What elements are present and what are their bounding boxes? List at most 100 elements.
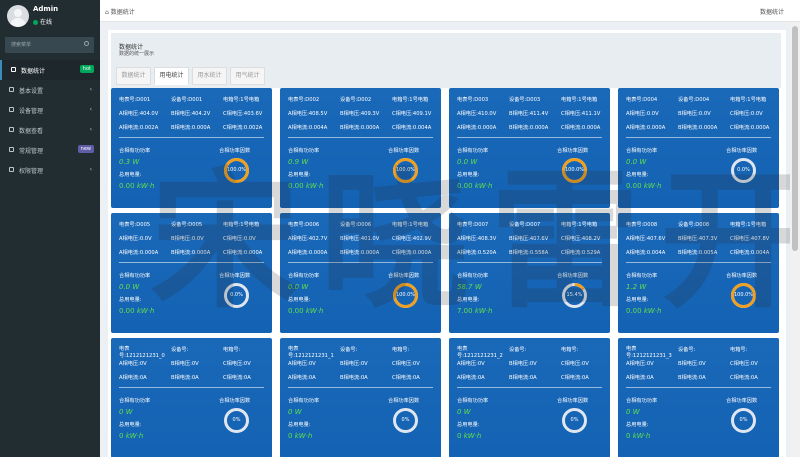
tab-2[interactable]: 用水统计 [192,67,227,85]
menu-item-icon [9,147,14,152]
total-power-value: 0.0 W [626,158,647,166]
power-factor-gauge: 100.0% [729,281,758,310]
power-factor-label: 合相功率因数 [726,273,758,279]
tab-1[interactable]: 用电统计 [154,67,189,85]
sidebar-item-1[interactable]: 基本设置 ‹ [0,80,100,100]
power-factor-value: 0% [570,417,579,423]
phase-b-current: B相电流:0.000A [171,125,211,131]
phase-c-voltage: C相电压:0V [392,361,420,367]
phase-a-current: A相电流:0A [119,375,147,381]
phase-a-voltage: A相电压:410.0V [457,111,497,117]
box-id: 电箱号: [730,347,748,353]
power-factor-gauge: 100.0% [222,156,251,185]
meter-id: 电表号:1212121231_1 [288,346,334,359]
tab-0[interactable]: 数据统计 [116,67,151,85]
chevron-left-icon: ‹ [89,126,92,133]
phase-b-current: B相电流:0A [340,375,368,381]
meter-id: 电表号:D008 [626,222,658,228]
total-energy-value: 0.00 kW·h [119,182,155,190]
card-divider [626,387,771,388]
meter-card: 电表号:D003 设备号:D003 电箱号:1号电箱 A相电压:410.0V B相电压:… [449,88,610,208]
sidebar-item-3[interactable]: 数据查看 ‹ [0,120,100,140]
power-factor-label: 合相功率因数 [219,398,251,404]
total-power-label: 合相有功功率 [626,148,658,154]
total-energy-label: 总用电量: [288,297,311,303]
search-icon[interactable] [84,41,89,46]
phase-a-current: A相电流:0.000A [119,250,159,256]
phase-c-current: C相电流:0A [730,375,758,381]
breadcrumb[interactable]: ⌂ 数据统计 [105,9,135,16]
phase-b-voltage: B相电压:401.0V [340,236,380,242]
meter-card: 电表号:1212121231_2 设备号: 电箱号: A相电压:0V B相电压:0V C相… [449,338,610,457]
power-factor-value: 0.0% [737,167,750,173]
power-factor-label: 合相功率因数 [726,398,758,404]
sidebar-item-2[interactable]: 设备管理 ‹ [0,100,100,120]
phase-c-voltage: C相电压:402.9V [392,236,432,242]
phase-a-voltage: A相电压:408.5V [288,111,328,117]
menu-badge: new [77,145,94,153]
phase-b-voltage: B相电压:411.4V [509,111,549,117]
tab-3[interactable]: 用气统计 [230,67,265,85]
phase-c-current: C相电流:0A [392,375,420,381]
total-energy-value: 0 kW·h [457,432,482,440]
phase-c-voltage: C相电压:403.6V [223,111,263,117]
meter-card: 电表号:D002 设备号:D002 电箱号:1号电箱 A相电压:408.5V B相电压:… [280,88,441,208]
power-factor-gauge: 0.0% [729,156,758,185]
device-id: 设备号:D005 [171,222,203,228]
device-id: 设备号:D004 [678,97,710,103]
total-energy-label: 总用电量: [626,422,649,428]
sidebar-item-0[interactable]: 数据统计 hot [0,60,100,80]
power-factor-gauge: 100.0% [391,156,420,185]
sidebar-item-4[interactable]: 常规管理 new [0,140,100,160]
phase-a-voltage: A相电压:0.0V [626,111,659,117]
phase-b-voltage: B相电压:407.6V [509,236,549,242]
phase-b-current: B相电流:0.000A [509,125,549,131]
phase-b-voltage: B相电压:0.0V [171,236,204,242]
menu-item-icon [9,167,14,172]
phase-a-voltage: A相电压:404.0V [119,111,159,117]
phase-c-current: C相电流:0.529A [561,250,601,256]
menu-item-icon [11,67,16,72]
chevron-left-icon: ‹ [89,86,92,93]
power-factor-value: 100.0% [733,292,754,298]
phase-b-current: B相电流:0A [171,375,199,381]
total-power-label: 合相有功功率 [457,398,489,404]
card-divider [288,387,433,388]
total-energy-label: 总用电量: [119,297,142,303]
card-divider [626,262,771,263]
total-power-value: 0 W [457,408,471,416]
user-name: Admin [33,5,59,13]
avatar[interactable] [7,5,29,27]
phase-b-voltage: B相电压:409.3V [340,111,380,117]
meter-card: 电表号:D004 设备号:D004 电箱号:1号电箱 A相电压:0.0V B相电压:0.… [618,88,779,208]
power-factor-label: 合相功率因数 [388,398,420,404]
total-power-label: 合相有功功率 [457,148,489,154]
power-factor-gauge: 100.0% [391,281,420,310]
total-power-value: 0 W [288,408,302,416]
sidebar-search-input[interactable]: 搜索菜单 [5,37,94,53]
panel-subtitle: 数据的统一展示 [119,51,155,57]
power-factor-gauge: 0% [222,406,251,435]
power-factor-value: 100.0% [226,167,247,173]
total-power-label: 合相有功功率 [119,398,151,404]
scrollbar[interactable] [790,22,800,457]
phase-b-current: B相电流:0A [678,375,706,381]
meter-id: 电表号:1212121231_0 [119,346,165,359]
power-factor-label: 合相功率因数 [219,273,251,279]
meter-id: 电表号:1212121231_2 [457,346,503,359]
meter-id: 电表号:D007 [457,222,489,228]
sidebar-item-label: 权限管理 [19,168,44,175]
phase-b-current: B相电流:0.558A [509,250,549,256]
power-factor-value: 100.0% [395,292,416,298]
box-id: 电箱号:1号电箱 [561,97,598,103]
sidebar-item-5[interactable]: 权限管理 ‹ [0,160,100,180]
total-power-label: 合相有功功率 [626,398,658,404]
phase-a-voltage: A相电压:0V [288,361,316,367]
sidebar-menu: 数据统计 hot 基本设置 ‹ 设备管理 ‹ 数据查看 ‹ 常规管理 new 权限管理 ‹ [0,60,100,180]
menu-badge: hot [79,65,94,73]
search-placeholder: 搜索菜单 [11,42,32,48]
box-id: 电箱号:1号电箱 [730,97,767,103]
power-factor-label: 合相功率因数 [388,148,420,154]
scrollbar-thumb[interactable] [792,26,798,251]
phase-b-current: B相电流:0.005A [678,250,718,256]
